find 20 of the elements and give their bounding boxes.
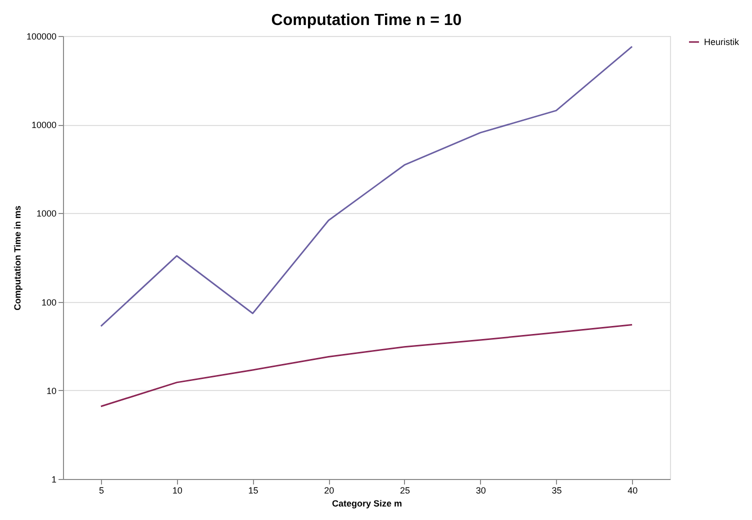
line-series [100, 46, 633, 327]
line-series [100, 324, 633, 408]
y-tick-label: 10 [46, 386, 56, 396]
x-tick-label: 25 [400, 486, 410, 496]
x-tick-label: 40 [628, 486, 638, 496]
x-tick-label: 20 [324, 486, 334, 496]
y-tick-label: 100 [41, 297, 56, 308]
y-tick-label: 100000 [26, 32, 56, 42]
x-tick-label: 5 [98, 486, 104, 496]
y-axis-title: Computation Time in ms [12, 206, 22, 310]
x-tick-label: 30 [476, 486, 486, 496]
y-tick-label: 1000 [36, 208, 56, 219]
legend-label: Heuristik [704, 37, 740, 47]
x-tick-label: 15 [248, 486, 258, 496]
y-tick-label: 1 [51, 474, 56, 484]
x-tick-label: 35 [552, 486, 562, 496]
x-axis-title: Category Size m [332, 498, 402, 508]
y-tick-label: 10000 [31, 120, 56, 130]
chart-title: Computation Time n = 10 [271, 12, 462, 29]
x-tick-label: 10 [172, 486, 182, 496]
